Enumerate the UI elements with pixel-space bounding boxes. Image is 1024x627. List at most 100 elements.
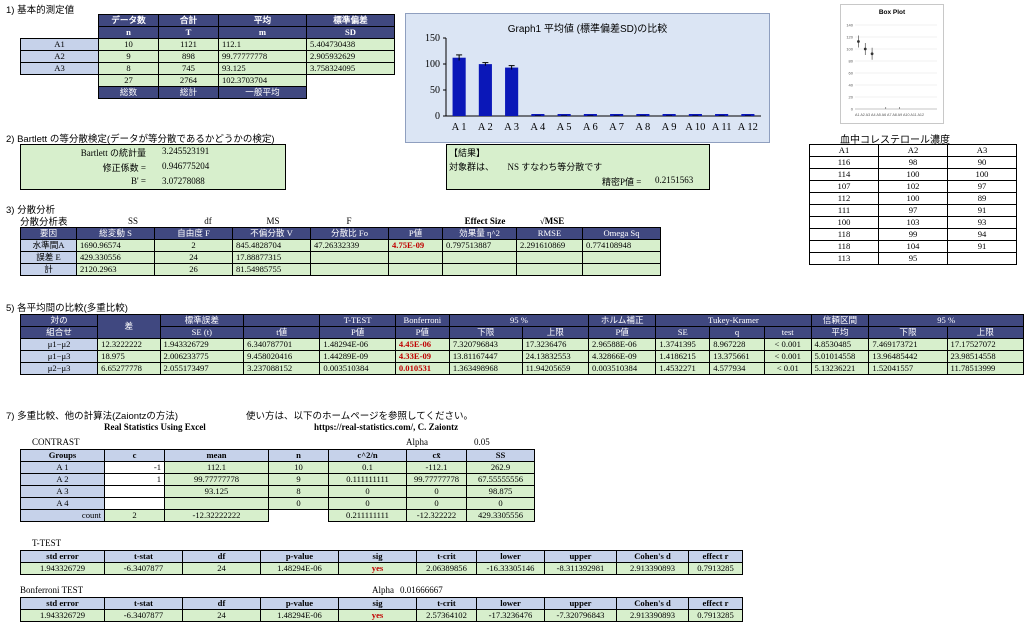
cell-sd[interactable]: 2.905932629 <box>306 50 395 63</box>
chol-cell[interactable]: 97 <box>947 180 1017 193</box>
mc-cell[interactable]: 2.055173497 <box>159 362 245 375</box>
chol-cell[interactable]: 97 <box>878 204 948 217</box>
chol-cell[interactable]: 113 <box>809 252 879 265</box>
source-right[interactable]: https://real-statistics.com/, C. Zaiontz <box>314 422 459 432</box>
anova-cell[interactable] <box>516 263 583 276</box>
contrast-cell[interactable]: 0 <box>328 497 407 510</box>
contrast-cell[interactable]: -112.1 <box>406 461 467 474</box>
anova-cell[interactable] <box>310 263 389 276</box>
coefficient-input[interactable] <box>104 485 165 498</box>
total-n[interactable]: 27 <box>98 74 159 87</box>
coefficient-input[interactable]: 1 <box>104 473 165 486</box>
test-cell[interactable]: 1.943326729 <box>20 562 105 575</box>
contrast-cell[interactable]: 262.9 <box>466 461 535 474</box>
cell-mean[interactable]: 99.77777778 <box>218 50 307 63</box>
mc-cell[interactable]: 7.469173721 <box>868 338 948 351</box>
chol-cell[interactable]: 95 <box>878 252 948 265</box>
contrast-cell[interactable]: 0 <box>406 497 467 510</box>
mc-cell[interactable]: 5.01014558 <box>810 350 870 363</box>
contrast-cell[interactable]: 99.77777778 <box>406 473 467 486</box>
contrast-cell[interactable]: 99.77777778 <box>164 473 269 486</box>
count-cell[interactable]: 2 <box>104 509 165 522</box>
b-prime-value[interactable]: 3.07278088 <box>162 176 205 186</box>
mc-cell[interactable]: < 0.001 <box>763 350 812 363</box>
cell-sd[interactable]: 3.758324095 <box>306 62 395 75</box>
mc-cell[interactable]: < 0.001 <box>763 338 812 351</box>
mc-cell[interactable]: 7.320796843 <box>448 338 523 351</box>
contrast-cell[interactable]: 0 <box>268 497 329 510</box>
test-cell[interactable]: -17.3236476 <box>476 609 545 622</box>
anova-cell[interactable]: 81.54985755 <box>232 263 311 276</box>
chol-cell[interactable]: 118 <box>809 240 879 253</box>
chol-cell[interactable]: 91 <box>947 240 1017 253</box>
cell-n[interactable]: 10 <box>98 38 159 51</box>
contrast-cell[interactable]: 67.55555556 <box>466 473 535 486</box>
contrast-cell[interactable]: 0.1 <box>328 461 407 474</box>
mc-cell[interactable]: 0.003510384 <box>319 362 396 375</box>
test-cell[interactable]: -7.320796843 <box>544 609 617 622</box>
contrast-cell[interactable]: 0 <box>466 497 535 510</box>
cell-sum[interactable]: 745 <box>158 62 219 75</box>
test-cell[interactable]: -6.3407877 <box>104 562 183 575</box>
mc-cell[interactable]: 0.003510384 <box>587 362 657 375</box>
grand-mean[interactable]: 102.3703704 <box>218 74 307 87</box>
mc-cell[interactable]: 24.13832553 <box>521 350 590 363</box>
mc-cell[interactable]: 4.32866E-09 <box>587 350 657 363</box>
count-cell[interactable]: -12.32222222 <box>164 509 269 522</box>
chol-cell[interactable] <box>947 252 1017 265</box>
correction-value[interactable]: 0.946775204 <box>162 161 210 171</box>
mc-cell[interactable]: 4.577934 <box>709 362 765 375</box>
bonferroni-alpha-value[interactable]: 0.01666667 <box>400 585 443 595</box>
mc-cell[interactable]: < 0.01 <box>763 362 812 375</box>
coefficient-input[interactable]: -1 <box>104 461 165 474</box>
cell-n[interactable]: 9 <box>98 50 159 63</box>
test-cell[interactable]: 24 <box>182 562 261 575</box>
anova-cell[interactable] <box>310 251 389 264</box>
mc-cell[interactable]: 11.78513999 <box>946 362 1024 375</box>
anova-cell[interactable] <box>442 263 517 276</box>
cell-n[interactable]: 8 <box>98 62 159 75</box>
test-cell[interactable]: 2.57364102 <box>416 609 477 622</box>
count-cell[interactable] <box>269 510 329 522</box>
chol-cell[interactable]: 104 <box>878 240 948 253</box>
mc-cell[interactable]: 13.81167447 <box>448 350 523 363</box>
cell-mean[interactable]: 112.1 <box>218 38 307 51</box>
count-cell[interactable]: 429.3305556 <box>466 509 535 522</box>
mc-cell[interactable]: 1.943326729 <box>159 338 245 351</box>
group-label[interactable]: A3 <box>20 62 99 75</box>
mc-cell[interactable]: 18.975 <box>97 350 161 363</box>
precise-p-value[interactable]: 0.2151563 <box>655 175 694 185</box>
graph1-chart[interactable]: Graph1 平均値 (標準偏差SD)の比較 0 50 100 150 A 1 A 2 A… <box>405 13 770 143</box>
mc-cell[interactable]: 3.237088152 <box>243 362 321 375</box>
chol-cell[interactable]: 103 <box>878 216 948 229</box>
mc-cell[interactable]: 12.3222222 <box>97 338 161 351</box>
contrast-cell[interactable] <box>164 497 269 510</box>
anova-cell[interactable]: 4.75E-09 <box>388 239 443 252</box>
contrast-cell[interactable]: 93.125 <box>164 485 269 498</box>
contrast-cell[interactable]: 0 <box>328 485 407 498</box>
anova-cell[interactable] <box>582 263 661 276</box>
anova-cell[interactable]: 26 <box>154 263 233 276</box>
mc-cell[interactable]: 1.363498968 <box>448 362 523 375</box>
anova-cell[interactable] <box>516 251 583 264</box>
anova-cell[interactable]: 429.330556 <box>76 251 155 264</box>
mc-cell[interactable]: 4.8530485 <box>810 338 870 351</box>
mc-cell[interactable]: 2.006233775 <box>159 350 245 363</box>
test-cell[interactable]: -16.33305146 <box>476 562 545 575</box>
chol-cell[interactable]: 100 <box>947 168 1017 181</box>
test-cell[interactable]: yes <box>338 609 417 622</box>
contrast-cell[interactable]: 9 <box>268 473 329 486</box>
test-cell[interactable]: 1.48294E-06 <box>260 562 339 575</box>
mc-cell[interactable]: 5.13236221 <box>810 362 870 375</box>
anova-cell[interactable] <box>388 251 443 264</box>
chol-cell[interactable]: 89 <box>947 192 1017 205</box>
mc-cell[interactable]: 4.33E-09 <box>394 350 450 363</box>
anova-cell[interactable]: 2.291610869 <box>516 239 583 252</box>
anova-cell[interactable] <box>582 251 661 264</box>
anova-cell[interactable]: 47.26332339 <box>310 239 389 252</box>
chol-cell[interactable]: 116 <box>809 156 879 169</box>
test-cell[interactable]: 2.913390893 <box>616 609 689 622</box>
coefficient-input[interactable] <box>104 497 165 510</box>
test-cell[interactable]: -8.311392981 <box>544 562 617 575</box>
anova-cell[interactable]: 17.88877315 <box>232 251 311 264</box>
